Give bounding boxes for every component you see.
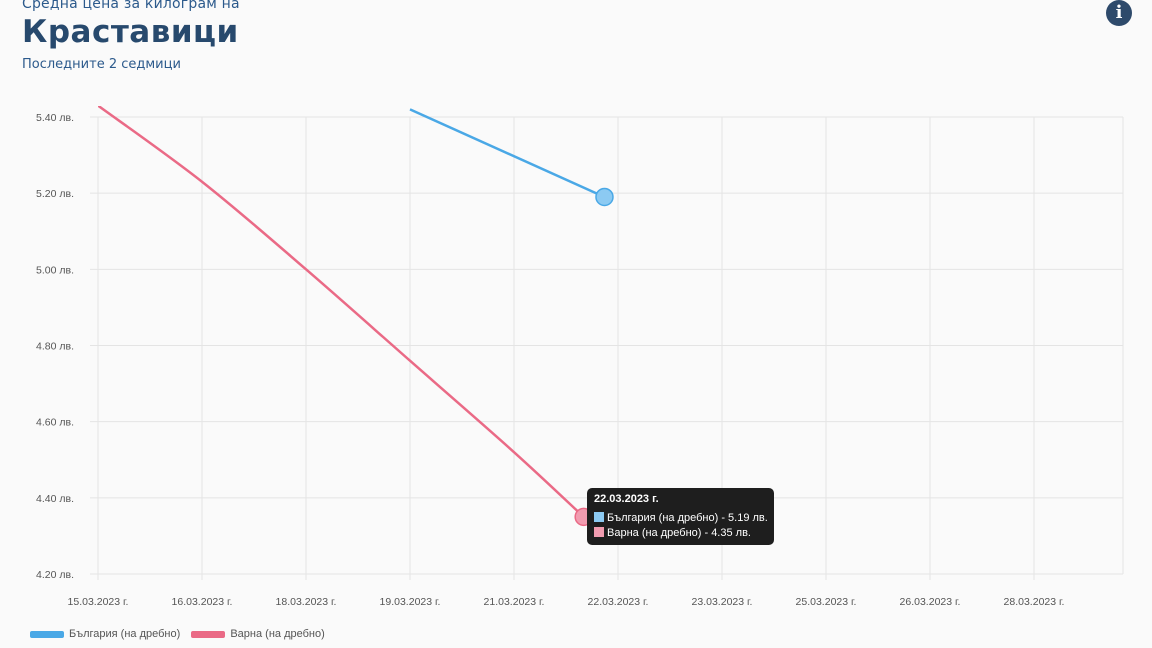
chart-title: Краставици — [22, 14, 239, 50]
y-tick-label: 4.20 лв. — [36, 569, 74, 581]
x-tick-label: 16.03.2023 г. — [172, 596, 233, 608]
y-axis-ticks: 4.20 лв. 4.40 лв. 4.60 лв. 4.80 лв. 5.00 лв.… — [36, 112, 74, 581]
y-tick-label: 4.80 лв. — [36, 341, 74, 353]
x-tick-label: 25.03.2023 г. — [796, 596, 857, 608]
chart-subtitle: Средна цена за килограм на — [22, 0, 240, 12]
series-line-0 — [409, 108, 605, 199]
hover-tooltip: 22.03.2023 г. България (на дребно) - 5.1… — [587, 488, 774, 545]
x-tick-label: 21.03.2023 г. — [484, 596, 545, 608]
x-tick-label: 26.03.2023 г. — [900, 596, 961, 608]
tooltip-date: 22.03.2023 г. — [594, 493, 659, 505]
y-tick-label: 5.40 лв. — [36, 112, 74, 124]
x-tick-label: 23.03.2023 г. — [692, 596, 753, 608]
y-tick-label: 5.00 лв. — [36, 264, 74, 276]
y-tick-label: 4.60 лв. — [36, 417, 74, 429]
x-tick-label: 22.03.2023 г. — [588, 596, 649, 608]
tooltip-row-bulgaria: България (на дребно) - 5.19 лв. — [594, 512, 768, 524]
legend-item-bulgaria[interactable]: България (на дребно) — [30, 628, 180, 640]
series-points — [574, 187, 614, 527]
series-line-1 — [98, 106, 585, 518]
tooltip-row-varna: Варна (на дребно) - 4.35 лв. — [594, 527, 751, 539]
legend-label-bulgaria: България (на дребно) — [69, 628, 181, 640]
y-tick-label: 4.40 лв. — [36, 493, 74, 505]
legend-item-varna[interactable]: Варна (на дребно) — [191, 628, 325, 640]
chart-legend: България (на дребно) Варна (на дребно) — [30, 628, 333, 641]
tooltip-label-varna: Варна (на дребно) - 4.35 лв. — [607, 527, 751, 539]
series-point-0 — [595, 187, 614, 207]
period-note: Последните 2 седмици — [22, 57, 181, 72]
info-icon[interactable]: i — [1106, 0, 1132, 26]
x-axis-ticks: 15.03.2023 г. 16.03.2023 г. 18.03.2023 г. 1… — [68, 596, 1065, 608]
y-tick-label: 5.20 лв. — [36, 188, 74, 200]
x-tick-label: 28.03.2023 г. — [1004, 596, 1065, 608]
series-lines — [98, 106, 605, 518]
x-tick-label: 18.03.2023 г. — [276, 596, 337, 608]
tooltip-swatch-bulgaria — [594, 512, 604, 522]
legend-label-varna: Варна (на дребно) — [230, 628, 325, 640]
tooltip-label-bulgaria: България (на дребно) - 5.19 лв. — [607, 512, 768, 524]
x-tick-label: 19.03.2023 г. — [380, 596, 441, 608]
legend-swatch-bulgaria — [30, 630, 64, 638]
tooltip-swatch-varna — [594, 527, 604, 537]
legend-swatch-varna — [191, 630, 226, 638]
x-tick-label: 15.03.2023 г. — [68, 596, 129, 608]
